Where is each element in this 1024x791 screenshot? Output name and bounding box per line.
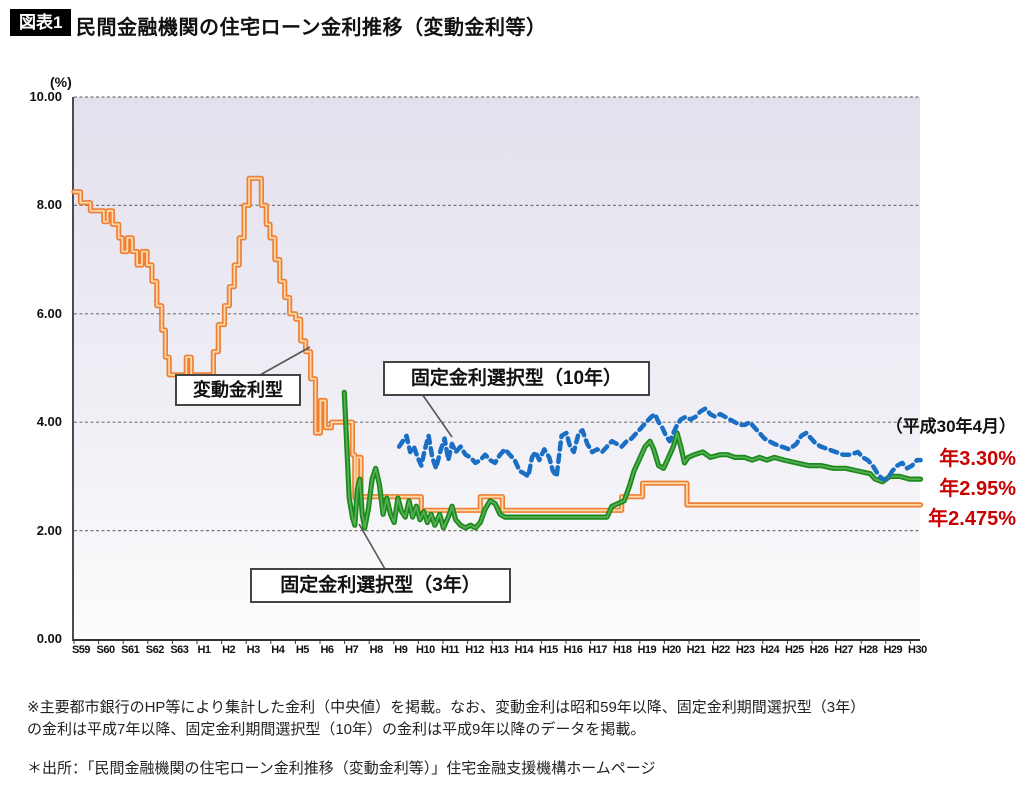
footnote-line2: の金利は平成7年以降、固定金利期間選択型（10年）の金利は平成9年以降のデータを… <box>27 721 646 738</box>
x-axis-label: H11 <box>440 644 460 656</box>
y-axis-label: 4.00 <box>36 414 62 430</box>
date-annotation: （平成30年4月） <box>885 417 1016 436</box>
x-axis-label: H9 <box>394 644 408 656</box>
x-axis-label: H8 <box>369 644 384 656</box>
y-axis-label: 6.00 <box>36 305 62 321</box>
x-axis-label: S63 <box>170 644 189 656</box>
x-axis-label: H5 <box>295 644 310 656</box>
x-axis-label: H21 <box>686 644 706 656</box>
figure-number-badge: 図表1 <box>10 9 72 36</box>
label-fixed-3yr: 固定金利選択型（3年） <box>250 568 511 603</box>
page-title: 民間金融機関の住宅ローン金利推移（変動金利等） <box>76 17 547 39</box>
chart-lines <box>71 96 924 644</box>
x-axis-label: H7 <box>345 644 359 656</box>
x-axis-label: H20 <box>662 644 681 656</box>
x-axis-label: H3 <box>246 644 261 656</box>
y-axis-label: 10.00 <box>29 89 62 104</box>
x-axis-label: H16 <box>563 644 583 656</box>
x-axis-label: H22 <box>711 644 730 656</box>
x-axis-label: H12 <box>465 644 484 656</box>
y-axis-unit-label: (%) <box>50 74 72 90</box>
series-line-fixed3 <box>341 389 924 531</box>
series-line-fixed10 <box>396 406 923 482</box>
x-axis-label: H18 <box>612 644 632 656</box>
x-axis-label: H28 <box>858 644 878 656</box>
x-axis-label: H2 <box>222 644 236 656</box>
end-value-10yr: 年3.30% <box>939 448 1016 470</box>
x-axis-ticks <box>73 639 911 644</box>
x-axis-label: H10 <box>416 644 435 656</box>
x-axis-label: H14 <box>514 644 534 656</box>
gridlines <box>74 96 920 532</box>
x-axis-label: H4 <box>271 644 285 656</box>
y-axis-label: 2.00 <box>36 522 62 538</box>
series-lines <box>71 175 924 531</box>
footnote-line1: ※主要都市銀行のHP等により集計した金利（中央値）を掲載。なお、変動金利は昭和5… <box>27 699 866 716</box>
label-variable-rate: 変動金利型 <box>175 374 301 406</box>
x-axis-label: H6 <box>320 644 334 656</box>
series-line-fixed3-core <box>343 391 922 529</box>
x-axis-label: S60 <box>96 644 116 656</box>
x-axis-label: H29 <box>883 644 903 656</box>
x-axis-label: H23 <box>735 644 755 656</box>
y-axis-label: 0.00 <box>36 631 62 646</box>
y-axis-label: 8.00 <box>36 197 62 213</box>
x-axis-label: H1 <box>197 644 211 656</box>
x-axis-label: H13 <box>489 644 509 656</box>
x-axis-label: S61 <box>121 644 140 656</box>
end-value-3yr: 年2.95% <box>939 478 1016 500</box>
source-note: ＊出所：「民間金融機関の住宅ローン金利推移（変動金利等）」住宅金融支援機構ホーム… <box>27 760 656 777</box>
x-axis-label: S62 <box>145 644 165 656</box>
x-axis-label: S59 <box>71 644 91 656</box>
x-axis-label: H19 <box>637 644 657 656</box>
x-axis-label: H30 <box>908 644 927 656</box>
label-fixed-10yr: 固定金利選択型（10年） <box>383 361 650 396</box>
x-axis-label: H27 <box>834 644 853 656</box>
callout-leader-lines <box>259 346 453 570</box>
end-value-variable: 年2.475% <box>928 508 1016 530</box>
x-axis-label: H17 <box>588 644 607 656</box>
x-axis-label: H26 <box>809 644 829 656</box>
x-axis-label: H25 <box>785 644 804 656</box>
x-axis-label: H15 <box>539 644 558 656</box>
x-axis-label: H24 <box>760 644 780 656</box>
